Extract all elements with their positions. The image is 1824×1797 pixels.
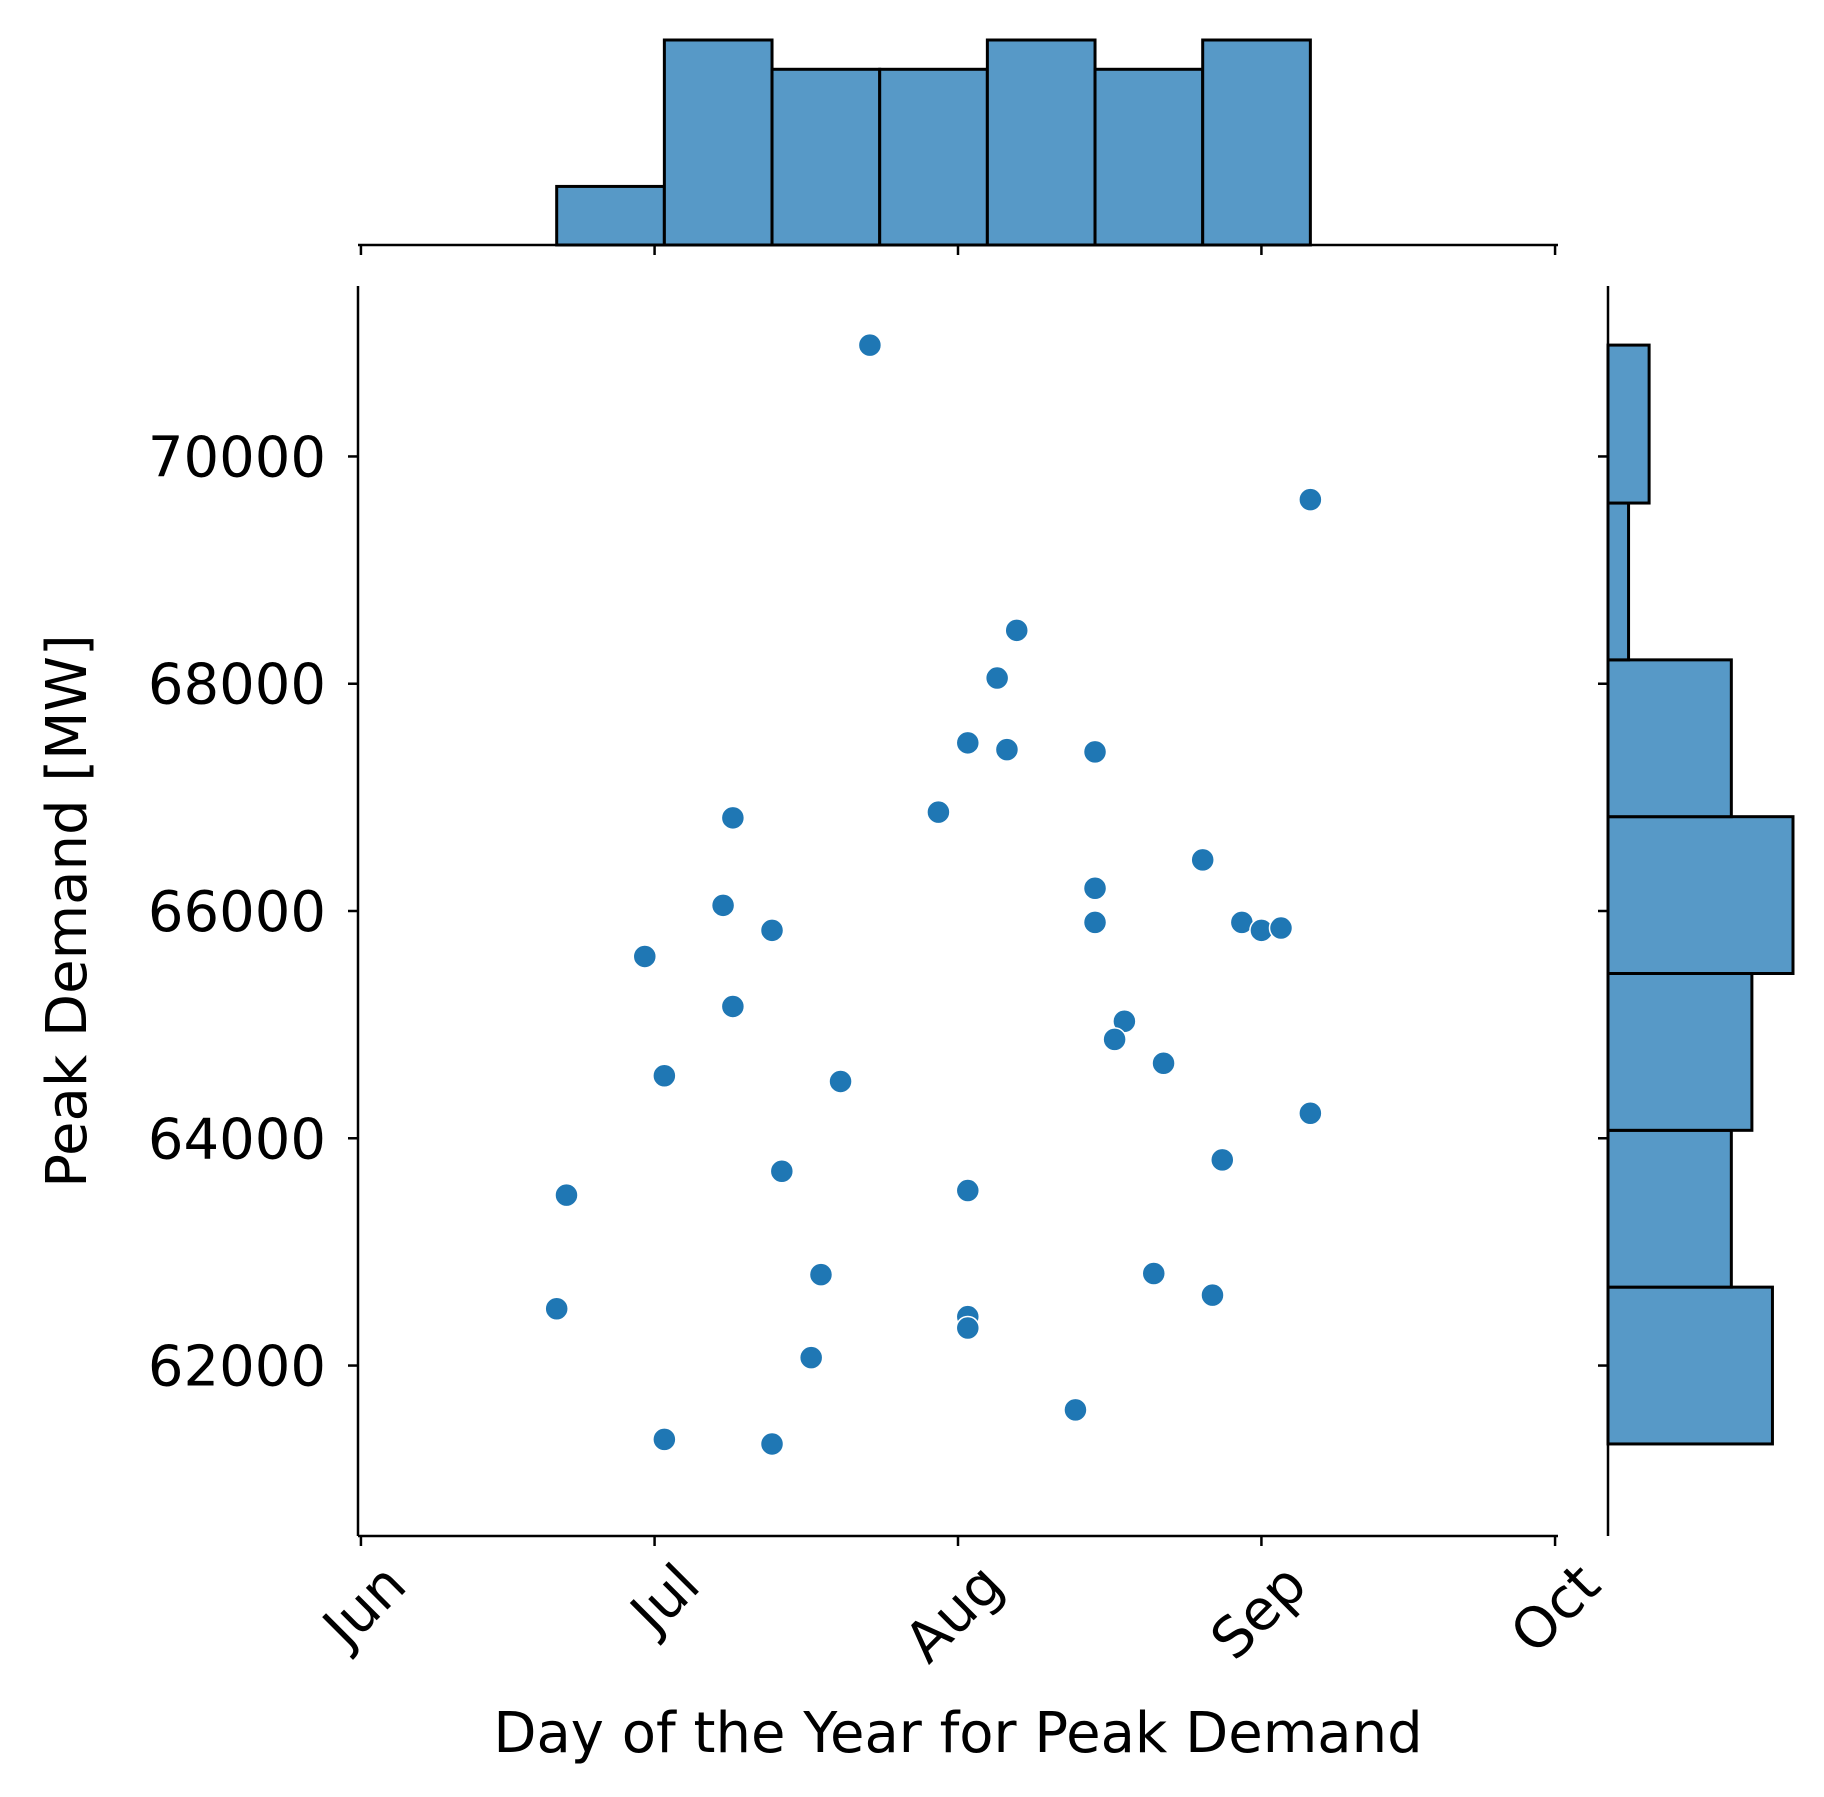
histogram-bar: [1606, 343, 1651, 505]
scatter-point: [1082, 739, 1108, 765]
scatter-point: [955, 1315, 981, 1341]
histogram-bar: [1093, 67, 1205, 247]
scatter-point: [1082, 910, 1108, 935]
histogram-bar: [1201, 38, 1312, 247]
scatter-point: [798, 1345, 824, 1370]
scatter-point: [984, 665, 1010, 691]
scatter-point: [710, 893, 736, 918]
histogram-bar: [985, 38, 1097, 247]
scatter-point: [1210, 1147, 1235, 1173]
scatter-point: [1298, 1101, 1323, 1126]
scatter-point: [1190, 847, 1215, 873]
x-tick-label: Aug: [893, 1552, 1016, 1675]
scatter-point: [955, 1178, 981, 1203]
scatter-point: [955, 730, 981, 756]
scatter-point: [808, 1262, 834, 1287]
marginal-x-histogram: [358, 38, 1558, 255]
scatter-point: [1200, 1282, 1225, 1308]
scatter-point: [1141, 1261, 1167, 1286]
histogram-bar: [555, 184, 666, 247]
histogram-bar: [1606, 658, 1733, 819]
histogram-bar: [1606, 1128, 1733, 1289]
scatter-point: [1063, 1397, 1088, 1423]
scatter-point: [828, 1069, 853, 1094]
x-tick-label: Oct: [1499, 1552, 1613, 1666]
scatter-point: [1298, 487, 1323, 512]
x-axis-label: Day of the Year for Peak Demand: [493, 1701, 1422, 1766]
histogram-bar: [878, 67, 989, 247]
x-tick-label: Sep: [1199, 1552, 1320, 1673]
y-tick-label: 62000: [148, 1335, 326, 1400]
scatter-point: [994, 737, 1020, 762]
scatter-point: [759, 918, 785, 943]
x-tick-label: Jun: [309, 1552, 419, 1662]
scatter-point: [1268, 915, 1294, 941]
scatter-point: [857, 332, 883, 358]
scatter-point: [720, 994, 746, 1019]
scatter-point: [544, 1296, 569, 1321]
main-plot: Jun Jul Aug Sep Oct 62000 64000 66000 68000 7000…: [35, 286, 1613, 1766]
scatter-point: [1151, 1051, 1176, 1076]
histogram-bar: [662, 38, 774, 247]
scatter-point: [926, 799, 951, 825]
scatter-point: [759, 1431, 785, 1457]
scatter-point: [720, 805, 746, 831]
x-tick-label: Jul: [617, 1552, 713, 1648]
scatter-point: [1004, 618, 1029, 643]
y-tick-label: 66000: [148, 880, 326, 945]
histogram-bar: [1606, 501, 1631, 662]
scatter-point: [632, 944, 658, 969]
scatter-point: [769, 1158, 795, 1184]
y-tick-label: 68000: [148, 653, 326, 718]
histogram-bar: [1606, 815, 1795, 975]
histogram-bar: [1606, 1285, 1774, 1446]
scatter-point: [1102, 1027, 1127, 1052]
y-tick-label: 70000: [148, 425, 326, 490]
scatter-point: [1082, 876, 1108, 901]
y-tick-label: 64000: [148, 1107, 326, 1172]
scatter-point: [554, 1182, 579, 1208]
scatter-point: [652, 1063, 677, 1089]
marginal-y-histogram: [1598, 286, 1795, 1536]
y-axis-label: Peak Demand [MW]: [35, 634, 100, 1187]
histogram-bar: [1606, 972, 1754, 1132]
histogram-bar: [770, 67, 882, 247]
scatter-point: [652, 1427, 677, 1452]
